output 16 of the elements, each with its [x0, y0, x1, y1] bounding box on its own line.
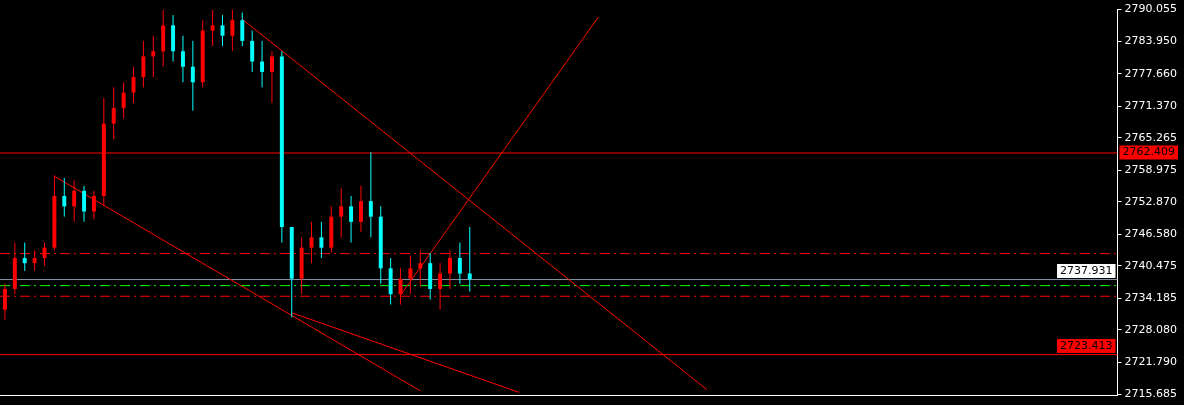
y-tick-label: 2715.685: [1124, 386, 1178, 400]
y-tick-label: 2721.790: [1124, 355, 1178, 369]
y-tick-label: 2783.950: [1124, 34, 1178, 48]
y-tick-label: 2790.055: [1124, 2, 1178, 16]
y-tick-label: 2771.370: [1124, 99, 1178, 113]
ref-line-label: 2737.931: [1060, 263, 1113, 277]
y-tick-label: 2746.580: [1124, 227, 1178, 241]
y-tick-label: 2740.475: [1124, 258, 1178, 272]
y-tick-label: 2728.080: [1124, 322, 1178, 336]
ref-line-label: 2762.409: [1122, 145, 1176, 159]
ref-line-label: 2723.413: [1060, 338, 1113, 352]
y-tick-label: 2758.975: [1124, 163, 1178, 177]
y-tick-label: 2777.660: [1124, 66, 1178, 80]
y-tick-label: 2752.870: [1124, 194, 1178, 208]
y-tick-label: 2734.185: [1124, 291, 1178, 305]
y-tick-label: 2765.265: [1124, 130, 1178, 144]
